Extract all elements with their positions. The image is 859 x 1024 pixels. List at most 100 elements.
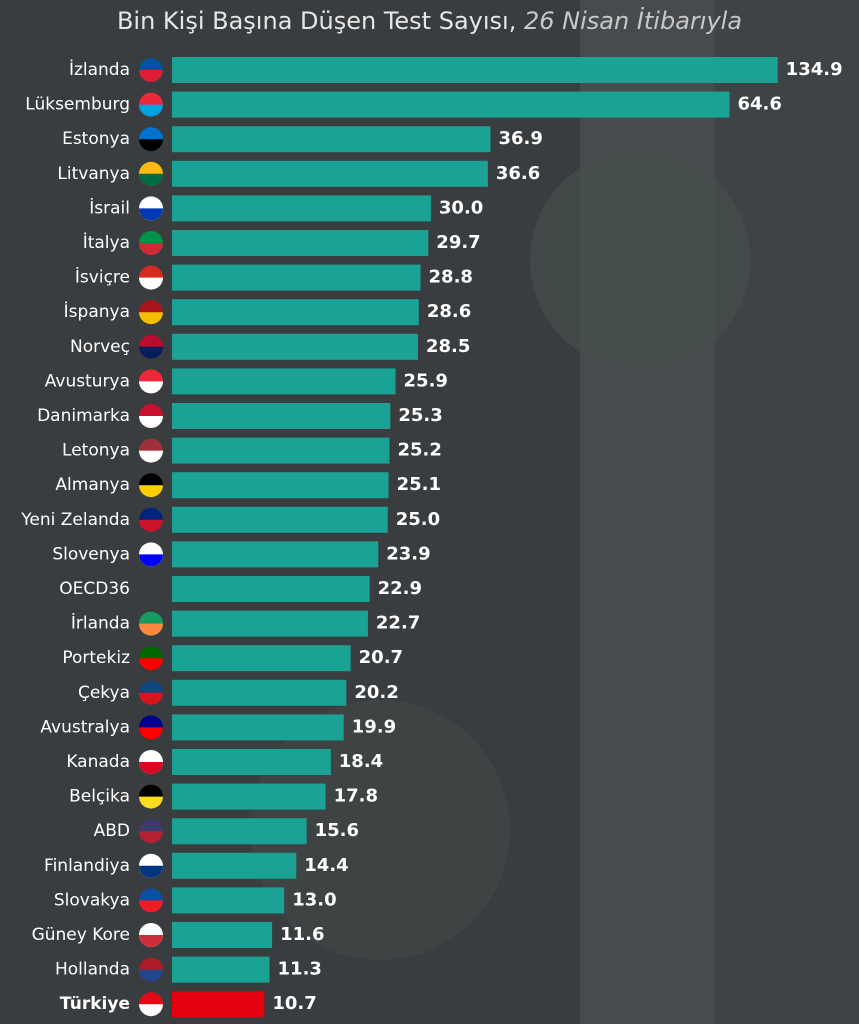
bar [172, 645, 351, 672]
stripe [715, 0, 859, 1024]
y-tick-label: Estonya [62, 129, 130, 149]
bar [172, 749, 331, 775]
value-label: 10.7 [272, 993, 316, 1014]
bar [172, 576, 370, 602]
flag [139, 277, 163, 290]
value-label: 19.9 [352, 716, 396, 737]
value-label: 25.2 [397, 440, 441, 461]
bar [172, 230, 429, 256]
title-text: Bin Kişi Başına Düşen Test Sayısı, [117, 7, 516, 35]
value-label: 22.7 [376, 613, 420, 634]
flag [139, 658, 163, 671]
bar [172, 91, 730, 118]
y-tick-label: OECD36 [59, 579, 130, 599]
y-tick-label: Almanya [55, 475, 130, 495]
y-tick-label: İzlanda [69, 59, 130, 80]
value-label: 36.9 [498, 128, 542, 149]
y-tick-label: İrlanda [71, 613, 130, 634]
bar [172, 506, 388, 533]
y-tick-label: Lüksemburg [25, 95, 130, 115]
flag [139, 381, 163, 394]
bar [172, 299, 419, 326]
y-tick-label: Portekiz [62, 648, 130, 668]
value-label: 11.6 [280, 924, 324, 945]
value-label: 25.3 [398, 405, 442, 426]
y-tick-label: Slovenya [52, 544, 130, 564]
value-label: 25.1 [397, 474, 441, 495]
value-label: 13.0 [292, 889, 336, 910]
value-label: 20.7 [359, 647, 403, 668]
flag [139, 762, 163, 774]
flag [139, 485, 163, 498]
flag [139, 865, 163, 878]
bar [172, 403, 391, 429]
flag [139, 173, 163, 186]
value-label: 28.6 [427, 301, 471, 322]
y-tick-label: Güney Kore [32, 925, 130, 945]
virus-decoration [530, 150, 750, 370]
value-label: 36.6 [496, 163, 540, 184]
flag [139, 935, 163, 947]
value-label: 25.9 [404, 370, 448, 391]
flag [139, 104, 163, 117]
value-label: 22.9 [378, 578, 422, 599]
value-label: 15.6 [315, 820, 359, 841]
flag [139, 416, 163, 428]
y-tick-label: Finlandiya [44, 856, 130, 876]
flag [139, 623, 163, 636]
value-label: 14.4 [304, 855, 348, 876]
value-label: 134.9 [786, 59, 843, 80]
flag [139, 831, 163, 844]
flag [139, 692, 163, 705]
bar [172, 541, 379, 568]
bar [172, 472, 389, 499]
bar [172, 57, 778, 83]
flag [139, 139, 163, 152]
y-tick-label: İsviçre [75, 267, 130, 288]
bar [172, 368, 396, 395]
y-tick-label: İspanya [64, 301, 130, 322]
flag [139, 208, 163, 221]
value-label: 30.0 [439, 197, 483, 218]
flag [139, 554, 163, 567]
flag [139, 796, 163, 809]
value-label: 17.8 [334, 786, 378, 807]
value-label: 28.8 [429, 267, 473, 288]
y-tick-label: ABD [94, 821, 130, 841]
bar [172, 160, 488, 187]
subtitle: 26 Nisan İtibarıyla [524, 6, 742, 35]
bar [172, 714, 344, 741]
bar [172, 264, 421, 291]
y-tick-label: Türkiye [60, 994, 130, 1014]
value-label: 20.2 [354, 682, 398, 703]
y-tick-label: Yeni Zelanda [20, 510, 130, 530]
flag [139, 969, 163, 982]
bar [172, 783, 326, 810]
y-tick-label: Çekya [78, 683, 130, 703]
value-label: 25.0 [396, 509, 440, 530]
bar [172, 333, 418, 360]
bar [172, 610, 368, 637]
bar [172, 195, 431, 222]
y-tick-label: İsrail [89, 197, 130, 218]
y-tick-label: Avustralya [40, 717, 130, 737]
y-tick-label: Litvanya [57, 164, 130, 184]
flag [139, 727, 163, 740]
y-tick-label: Slovakya [54, 890, 130, 910]
bar [172, 922, 273, 948]
flag [139, 900, 163, 913]
flag [139, 70, 163, 82]
chart-title: Bin Kişi Başına Düşen Test Sayısı, 26 Ni… [117, 6, 742, 35]
bar [172, 887, 285, 914]
bar [172, 679, 347, 706]
value-label: 64.6 [737, 94, 781, 115]
y-tick-label: Danimarka [37, 406, 130, 426]
value-label: 28.5 [426, 336, 470, 357]
flag [139, 312, 163, 325]
flag [139, 450, 163, 463]
value-label: 18.4 [339, 751, 383, 772]
bar [172, 818, 307, 845]
y-tick-label: İtalya [83, 232, 130, 253]
bar [172, 991, 265, 1018]
